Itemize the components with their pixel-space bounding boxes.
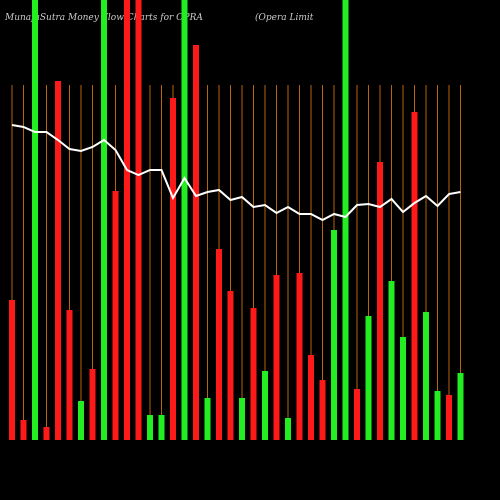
bar — [365, 316, 372, 440]
bar — [158, 415, 165, 440]
bar — [32, 0, 38, 440]
bar — [89, 369, 96, 440]
bar — [20, 420, 27, 440]
bar — [147, 415, 153, 440]
bar — [285, 418, 291, 440]
bar — [457, 373, 464, 440]
bar — [55, 81, 61, 440]
bar — [308, 355, 314, 440]
trend-line — [11, 124, 461, 222]
bar — [204, 398, 211, 440]
bar — [9, 300, 15, 440]
bar — [446, 395, 452, 440]
bar — [66, 310, 73, 440]
bar — [400, 337, 406, 440]
bar — [170, 98, 176, 440]
chart-subtitle: (Opera Limit — [255, 12, 314, 23]
bar — [296, 273, 303, 440]
bar — [331, 230, 337, 440]
bar — [262, 371, 268, 440]
bar — [112, 191, 119, 440]
bar — [411, 112, 418, 440]
bar — [239, 398, 245, 440]
bar — [423, 312, 429, 440]
bar — [250, 308, 257, 440]
bar — [227, 291, 234, 440]
bar — [124, 0, 130, 440]
bar — [135, 0, 142, 440]
bar — [181, 0, 188, 440]
bar — [342, 0, 349, 440]
bar — [319, 380, 326, 440]
bar — [388, 281, 395, 440]
bar — [273, 275, 280, 440]
bar — [354, 389, 360, 440]
bar — [377, 162, 383, 440]
bar — [43, 427, 50, 440]
bar — [78, 401, 84, 440]
bar — [434, 391, 441, 440]
bar — [101, 0, 107, 440]
bar — [193, 45, 199, 440]
bar — [216, 249, 222, 440]
